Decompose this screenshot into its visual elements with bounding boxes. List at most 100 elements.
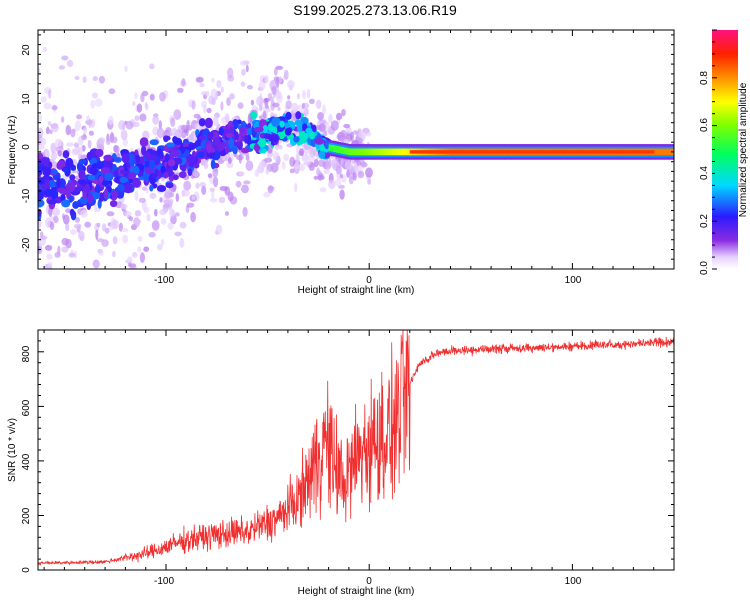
heatmap-cell: [163, 135, 171, 141]
heatmap-cell: [66, 142, 74, 147]
heatmap-cell: [306, 88, 311, 99]
heatmap-cell: [340, 146, 344, 154]
heatmap-cell: [144, 160, 151, 168]
heatmap-cell: [634, 150, 638, 154]
heatmap-cell: [485, 150, 489, 154]
heatmap-cell: [225, 211, 229, 216]
heatmap-cell: [328, 113, 333, 124]
heatmap-cell: [87, 139, 92, 149]
heatmap-cell: [539, 150, 543, 154]
heatmap-cell: [352, 171, 357, 181]
heatmap-cell: [232, 145, 238, 155]
heatmap-cell: [159, 92, 166, 102]
heatmap-cell: [44, 244, 53, 251]
heatmap-cell: [404, 148, 408, 156]
heatmap-cell: [631, 150, 635, 154]
heatmap-cell: [108, 115, 114, 125]
heatmap-cell: [313, 158, 319, 168]
heatmap-cell: [258, 160, 266, 171]
heatmap-cell: [257, 138, 267, 148]
heatmap-cell: [101, 166, 110, 175]
heatmap-cell: [308, 131, 316, 140]
heatmap-cell: [93, 203, 98, 213]
heatmap-cell: [160, 238, 165, 246]
heatmap-cell: [339, 173, 344, 179]
heatmap-cell: [182, 189, 190, 197]
heatmap-cell: [278, 76, 283, 84]
heatmap-cell: [135, 154, 141, 163]
heatmap-cell: [94, 184, 101, 195]
heatmap-cell: [387, 148, 391, 156]
heatmap-cell: [444, 150, 447, 154]
heatmap-cell: [299, 163, 306, 171]
heatmap-cell: [78, 153, 83, 161]
heatmap-cell: [172, 174, 179, 181]
heatmap-cell: [271, 117, 280, 128]
heatmap-cell: [112, 136, 118, 144]
heatmap-cell: [68, 252, 76, 258]
heatmap-cell: [98, 75, 105, 84]
heatmap-cell: [141, 186, 147, 191]
heatmap-cell: [384, 148, 388, 156]
heatmap-cell: [209, 187, 215, 192]
heatmap-cell: [392, 148, 395, 156]
heatmap-cell: [475, 150, 479, 154]
heatmap-cell: [463, 150, 467, 154]
heatmap-cell: [78, 288, 84, 294]
heatmap-cell: [345, 126, 352, 134]
heatmap-cell: [519, 150, 523, 154]
heatmap-cell: [199, 182, 206, 188]
heatmap-cell: [526, 150, 530, 154]
heatmap-cell: [529, 150, 533, 154]
heatmap-cell: [91, 273, 96, 279]
heatmap-cell: [324, 140, 329, 150]
heatmap-cell: [88, 118, 92, 129]
heatmap-cell: [360, 148, 364, 156]
heatmap-cell: [129, 172, 137, 180]
heatmap-cell: [301, 136, 307, 144]
heatmap-cell: [169, 207, 174, 218]
heatmap-cell: [412, 150, 416, 154]
heatmap-cell: [362, 148, 366, 156]
heatmap-cell: [124, 211, 132, 217]
snr-series: [38, 330, 674, 567]
heatmap-cell: [275, 65, 284, 70]
heatmap-cell: [382, 148, 386, 156]
heatmap-cell: [174, 231, 182, 237]
heatmap-cell: [439, 150, 443, 154]
heatmap-cell: [578, 150, 582, 154]
heatmap-cell: [111, 285, 115, 290]
heatmap-cell: [245, 160, 254, 172]
heatmap-cell: [122, 234, 128, 244]
bottom-xtick-label: 100: [565, 576, 582, 587]
colorbar: [712, 30, 738, 269]
heatmap-cell: [91, 92, 99, 99]
heatmap-cell: [103, 154, 113, 161]
heatmap-cell: [68, 195, 74, 203]
heatmap-cell: [283, 122, 290, 129]
heatmap-cell: [146, 213, 151, 222]
heatmap-cell: [328, 144, 332, 152]
heatmap-cell: [585, 150, 589, 154]
heatmap-cell: [215, 224, 223, 235]
heatmap-cell: [556, 150, 560, 154]
heatmap-cell: [47, 261, 53, 267]
heatmap-cell: [79, 235, 85, 242]
heatmap-cell: [604, 150, 608, 154]
heatmap-cell: [164, 188, 172, 200]
heatmap-cell: [311, 124, 317, 133]
heatmap-cell: [159, 150, 164, 160]
heatmap-cell: [665, 148, 669, 156]
heatmap-cell: [56, 178, 61, 188]
heatmap-cell: [339, 189, 345, 200]
heatmap-cell: [43, 102, 52, 110]
heatmap-cell: [160, 165, 166, 174]
heatmap-cell: [121, 153, 130, 164]
heatmap-cell: [186, 120, 190, 131]
heatmap-cell: [78, 169, 86, 180]
heatmap-cell: [237, 102, 244, 109]
heatmap-cell: [290, 114, 297, 122]
heatmap-cell: [335, 145, 339, 153]
heatmap-cell: [365, 167, 373, 178]
heatmap-cell: [277, 129, 286, 140]
